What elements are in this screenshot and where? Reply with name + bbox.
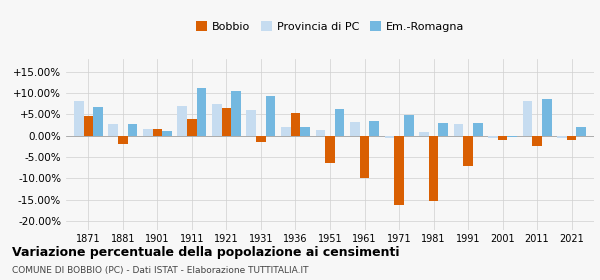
Bar [118,136,128,144]
Bar [152,129,162,136]
Bar [419,132,428,136]
Bar [83,116,93,136]
Bar [394,136,404,205]
Bar [359,136,370,178]
Bar [290,113,301,136]
Bar [325,136,335,164]
Bar [523,102,532,136]
Bar [109,124,118,136]
Bar [74,102,83,136]
Bar [370,121,379,136]
Bar [577,127,586,136]
Bar [266,96,275,136]
Bar [301,127,310,136]
Bar [404,115,413,136]
Bar [463,136,473,165]
Text: COMUNE DI BOBBIO (PC) - Dati ISTAT - Elaborazione TUTTITALIA.IT: COMUNE DI BOBBIO (PC) - Dati ISTAT - Ela… [12,266,308,275]
Bar [162,130,172,136]
Bar [557,136,567,138]
Legend: Bobbio, Provincia di PC, Em.-Romagna: Bobbio, Provincia di PC, Em.-Romagna [191,17,469,36]
Bar [232,91,241,136]
Bar [143,129,152,136]
Bar [498,136,508,140]
Bar [542,99,551,136]
Bar [350,122,359,136]
Bar [439,123,448,136]
Bar [281,127,290,136]
Bar [212,104,221,136]
Bar [178,106,187,136]
Bar [197,88,206,136]
Bar [508,136,517,137]
Bar [428,136,439,200]
Bar [385,136,394,138]
Bar [335,109,344,136]
Text: Variazione percentuale della popolazione ai censimenti: Variazione percentuale della popolazione… [12,246,400,259]
Bar [567,136,577,140]
Bar [532,136,542,146]
Bar [221,108,232,136]
Bar [93,107,103,136]
Bar [128,124,137,136]
Bar [473,123,482,136]
Bar [316,130,325,136]
Bar [187,119,197,136]
Bar [247,111,256,136]
Bar [454,124,463,136]
Bar [488,136,498,138]
Bar [256,136,266,142]
